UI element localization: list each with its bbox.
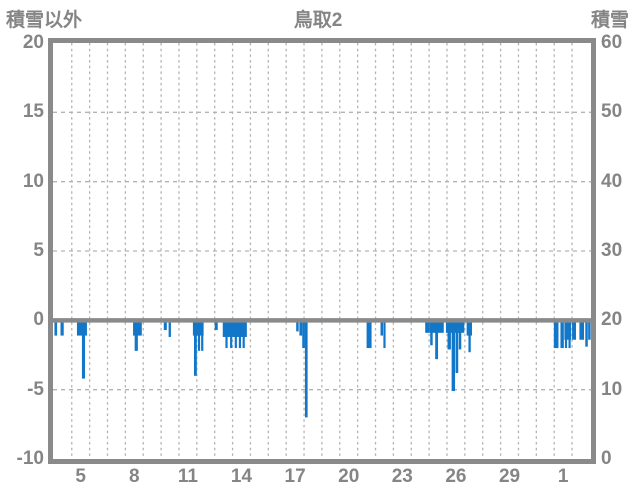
precipitation-bar [468,320,471,353]
x-tick-label: 14 [230,466,253,487]
precipitation-bar [214,320,218,331]
plot-svg [53,43,591,459]
precipitation-bar [458,320,462,350]
precipitation-bar [383,320,386,349]
x-tick-label: 26 [445,466,467,487]
x-tick-label: 8 [129,466,140,487]
precipitation-bar [197,320,201,351]
x-tick-label: 17 [284,466,306,487]
precipitation-bar [234,320,237,349]
y-right-tick-label: 10 [601,378,623,400]
precipitation-bar [366,320,372,349]
x-tick-label: 11 [177,466,198,487]
y-right-tick-label: 0 [601,448,612,469]
y-left-tick-label: 15 [22,101,44,123]
y-right-tick-label: 20 [601,309,623,331]
precipitation-bar [568,320,571,349]
y-right-tick-label: 40 [601,170,623,192]
precipitation-bar [242,320,245,349]
y-right-tick-label: 60 [601,32,623,53]
plot-area [48,38,596,464]
y-right-tick-label: 50 [601,101,623,123]
precipitation-bar [168,320,171,337]
precipitation-bar [430,320,433,346]
left-axis-title: 積雪以外 [6,10,83,31]
precipitation-bar [238,320,242,349]
y-left-tick-label: 5 [33,240,44,261]
precipitation-bar [455,320,459,374]
precipitation-bar [230,320,233,349]
precipitation-bar [560,320,564,349]
y-left-tick-label: 20 [22,32,44,53]
y-left-tick-label: -5 [27,378,44,400]
precipitation-bar [588,320,591,340]
precipitation-bar [425,320,430,333]
right-axis-title: 積雪 [590,10,629,31]
precipitation-bar [572,320,576,340]
precipitation-bar [585,320,588,347]
precipitation-bar [54,320,58,336]
x-tick-label: 5 [75,466,86,487]
precipitation-bar [60,320,64,336]
precipitation-bar [553,320,559,349]
precipitation-bar [76,320,87,336]
x-tick-label: 20 [338,466,360,487]
precipitation-bar [134,320,138,351]
precipitation-bar [579,320,585,340]
precipitation-bar [225,320,228,349]
precipitation-bar [193,320,197,376]
precipitation-bar [564,320,568,349]
precipitation-bar [299,320,303,336]
y-left-tick-label: -10 [16,448,44,469]
precipitation-bar [451,320,456,392]
precipitation-bar [201,320,204,351]
x-tick-label: 23 [391,466,413,487]
precipitation-bar [435,320,439,360]
precipitation-bar [163,320,167,331]
y-right-tick-label: 30 [601,240,623,261]
precipitation-bar [302,320,305,349]
chart-title: 鳥取2 [293,10,343,31]
y-left-tick-label: 10 [22,170,44,192]
x-tick-label: 29 [498,466,521,487]
precipitation-bar [380,320,384,336]
precipitation-bar [564,320,572,340]
x-tick-label: 1 [557,466,569,487]
y-left-tick-label: 0 [33,309,44,331]
precipitation-bar [447,320,451,350]
precipitation-bar [296,320,299,332]
precipitation-bar [81,320,85,379]
precipitation-bar [304,320,308,418]
